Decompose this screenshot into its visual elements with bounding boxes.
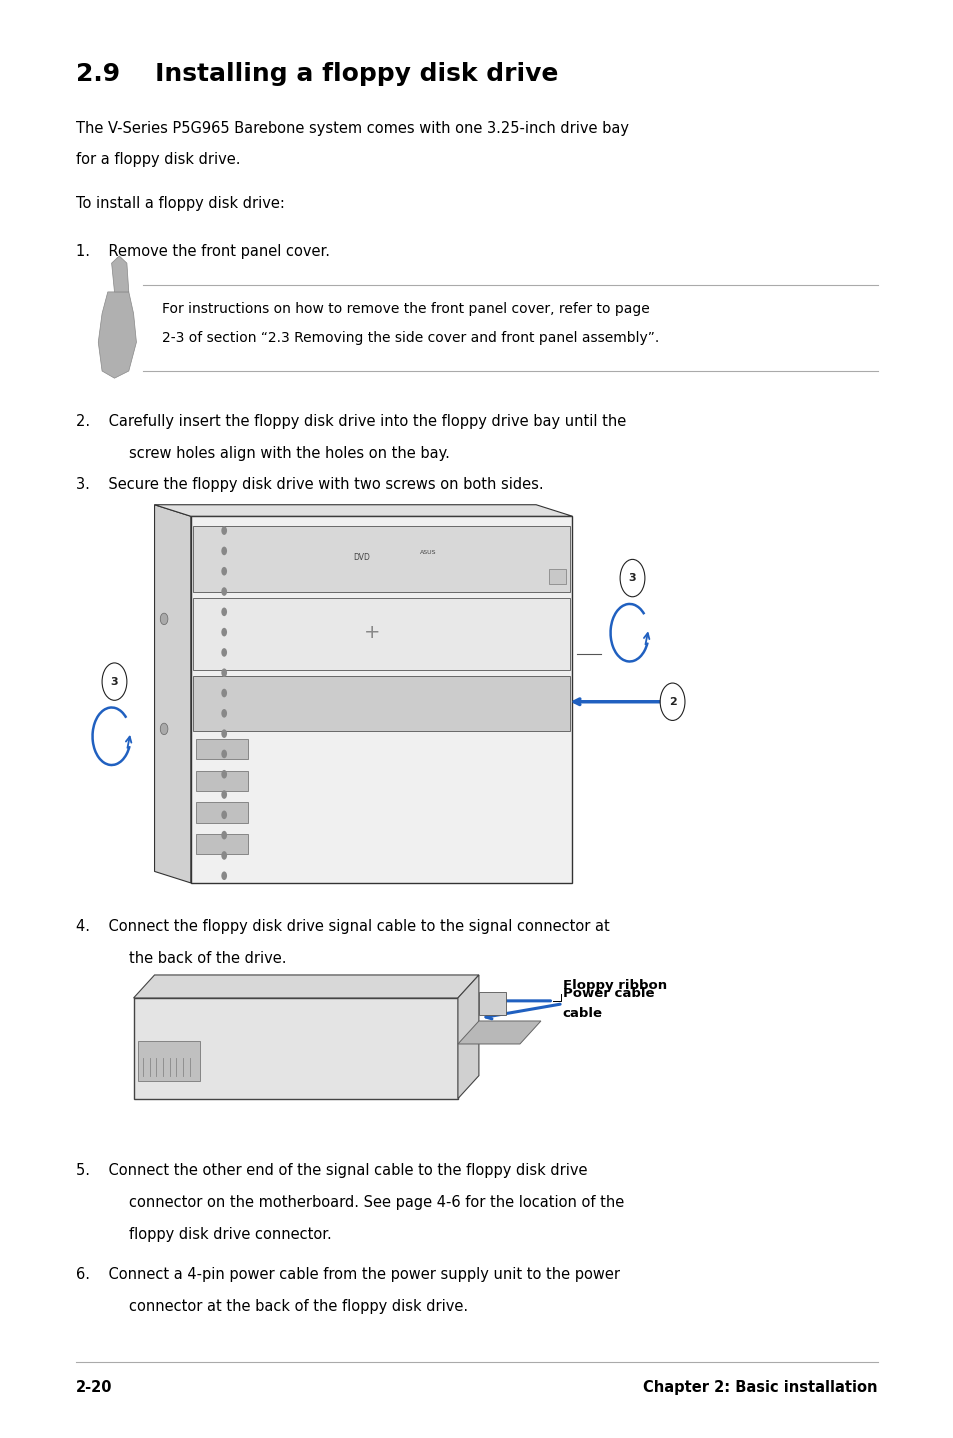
Text: Floppy ribbon: Floppy ribbon [562,978,666,992]
Circle shape [221,649,227,657]
Circle shape [221,791,227,800]
Text: DVD: DVD [353,554,370,562]
Text: 1.    Remove the front panel cover.: 1. Remove the front panel cover. [76,244,330,259]
Text: 2.9    Installing a floppy disk drive: 2.9 Installing a floppy disk drive [76,62,558,86]
FancyBboxPatch shape [193,676,570,731]
Circle shape [221,689,227,697]
Text: To install a floppy disk drive:: To install a floppy disk drive: [76,196,285,210]
Text: The V-Series P5G965 Barebone system comes with one 3.25-inch drive bay: The V-Series P5G965 Barebone system come… [76,121,629,135]
Circle shape [102,663,127,700]
Text: 3: 3 [111,677,118,686]
Circle shape [221,669,227,677]
Circle shape [221,811,227,820]
Polygon shape [154,505,191,883]
Circle shape [160,613,168,624]
FancyBboxPatch shape [193,526,570,592]
Text: 2-20: 2-20 [76,1380,112,1395]
Text: +: + [363,623,380,643]
Circle shape [619,559,644,597]
Text: For instructions on how to remove the front panel cover, refer to page: For instructions on how to remove the fr… [162,302,649,316]
Circle shape [221,628,227,637]
FancyBboxPatch shape [195,834,248,854]
Circle shape [160,723,168,735]
FancyBboxPatch shape [195,739,248,759]
Text: ASUS: ASUS [419,549,436,555]
Circle shape [221,587,227,595]
Polygon shape [457,975,478,1099]
Text: screw holes align with the holes on the bay.: screw holes align with the holes on the … [129,446,449,460]
Text: 2.    Carefully insert the floppy disk drive into the floppy drive bay until the: 2. Carefully insert the floppy disk driv… [76,414,626,429]
FancyBboxPatch shape [133,998,457,1099]
Text: 6.    Connect a 4-pin power cable from the power supply unit to the power: 6. Connect a 4-pin power cable from the … [76,1267,619,1281]
Text: 2: 2 [668,697,676,706]
Circle shape [221,831,227,840]
Polygon shape [112,256,129,292]
Circle shape [221,709,227,718]
Text: 3.    Secure the floppy disk drive with two screws on both sides.: 3. Secure the floppy disk drive with two… [76,477,543,492]
FancyBboxPatch shape [193,598,570,670]
Text: 5.    Connect the other end of the signal cable to the floppy disk drive: 5. Connect the other end of the signal c… [76,1163,587,1178]
FancyBboxPatch shape [195,771,248,791]
Text: 2-3 of section “2.3 Removing the side cover and front panel assembly”.: 2-3 of section “2.3 Removing the side co… [162,331,659,345]
Text: the back of the drive.: the back of the drive. [129,951,286,965]
Polygon shape [133,975,478,998]
FancyBboxPatch shape [478,992,505,1015]
Circle shape [221,526,227,535]
Circle shape [221,871,227,880]
Circle shape [221,769,227,778]
Circle shape [221,749,227,758]
Text: 4.    Connect the floppy disk drive signal cable to the signal connector at: 4. Connect the floppy disk drive signal … [76,919,609,933]
Circle shape [659,683,684,720]
FancyBboxPatch shape [138,1041,200,1081]
Polygon shape [457,1021,540,1044]
Polygon shape [98,292,136,378]
Text: Chapter 2: Basic installation: Chapter 2: Basic installation [642,1380,877,1395]
Text: 3: 3 [628,574,636,582]
Circle shape [221,567,227,575]
Circle shape [221,851,227,860]
Circle shape [221,729,227,738]
FancyBboxPatch shape [191,516,572,883]
Text: connector on the motherboard. See page 4-6 for the location of the: connector on the motherboard. See page 4… [129,1195,623,1209]
Text: Power cable: Power cable [562,986,654,1001]
Polygon shape [154,505,572,516]
Circle shape [221,546,227,555]
Text: connector at the back of the floppy disk drive.: connector at the back of the floppy disk… [129,1299,467,1313]
Text: for a floppy disk drive.: for a floppy disk drive. [76,152,240,167]
FancyBboxPatch shape [195,802,248,823]
Text: floppy disk drive connector.: floppy disk drive connector. [129,1227,332,1241]
Circle shape [221,607,227,615]
FancyBboxPatch shape [548,569,565,584]
Text: cable: cable [562,1007,602,1021]
